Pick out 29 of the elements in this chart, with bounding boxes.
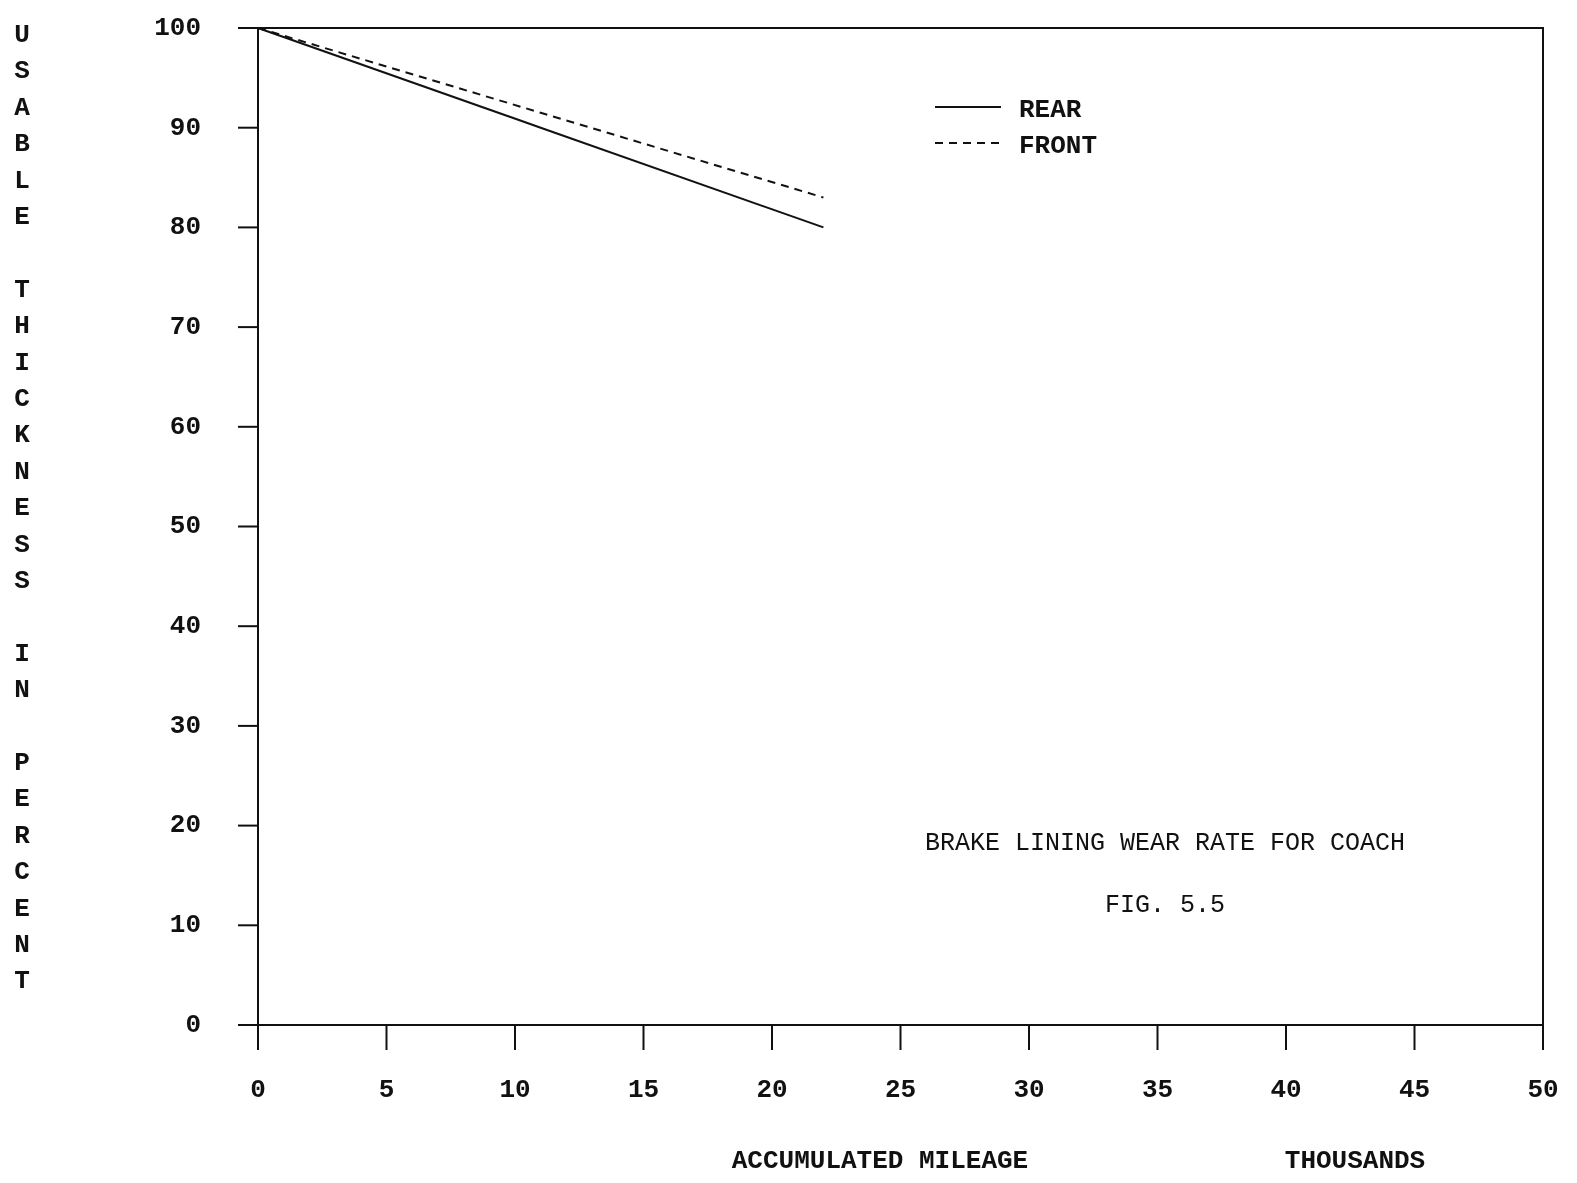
text: BRAKE LINING WEAR RATE FOR COACH (924, 829, 1406, 858)
x-tick-label: 0 (250, 1075, 266, 1105)
y-tick-label: 70 (169, 311, 201, 342)
y-tick-label: 40 (169, 611, 201, 642)
y-tick-label: 60 (169, 411, 201, 442)
y-tick-label: 50 (169, 511, 201, 542)
x-tick-label: 30 (1013, 1075, 1045, 1105)
text: FIG. 5.5 (1104, 891, 1226, 920)
x-tick-label: 20 (756, 1075, 788, 1105)
x-axis-title: ACCUMULATED MILEAGE (731, 1146, 1029, 1176)
x-tick-label: 40 (1270, 1075, 1302, 1105)
x-tick-label: 15 (627, 1075, 660, 1105)
legend-label: FRONT (1019, 131, 1098, 161)
y-tick-label: 80 (169, 212, 201, 243)
y-tick-label: 20 (169, 810, 201, 841)
x-tick-label: 50 (1527, 1075, 1559, 1105)
x-tick-label: 25 (884, 1075, 917, 1105)
legend-label: REAR (1019, 95, 1082, 125)
x-tick-label: 45 (1398, 1075, 1431, 1105)
y-tick-label: 30 (169, 710, 201, 741)
text: THOUSANDS (1284, 1146, 1426, 1176)
x-tick-label: 35 (1141, 1075, 1174, 1105)
x-tick-label: 5 (378, 1075, 395, 1105)
y-tick-label: 90 (169, 112, 201, 143)
y-tick-label: 10 (169, 910, 201, 941)
x-tick-label: 10 (499, 1075, 531, 1105)
text: USABLE THICKNESS IN PERCENT (14, 20, 30, 997)
y-tick-label: 0 (185, 1009, 201, 1040)
y-tick-label: 100 (154, 12, 201, 43)
